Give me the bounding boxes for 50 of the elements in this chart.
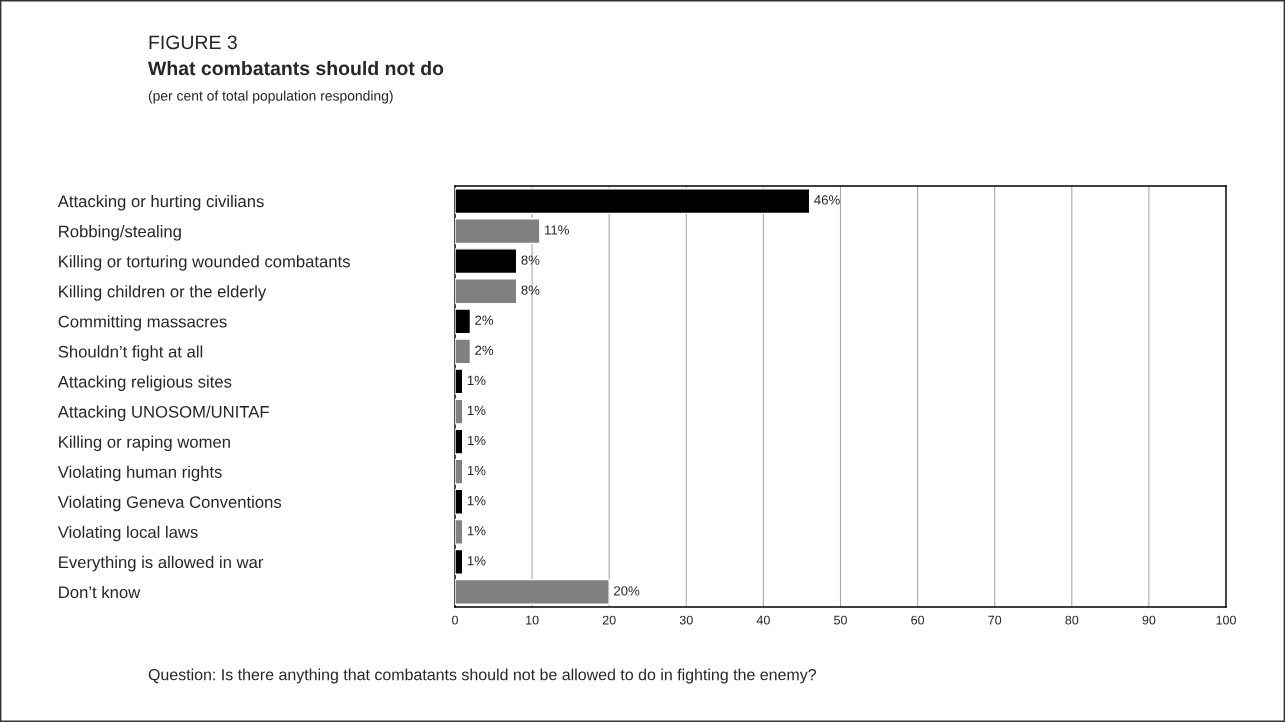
data-label: 1% — [467, 435, 486, 446]
data-label: 1% — [467, 465, 486, 476]
y-tick-label: Violating Geneva Conventions — [57, 495, 282, 512]
bar — [455, 338, 472, 365]
text: What combatants should not do — [148, 60, 444, 76]
y-tick-label: Killing children or the elderly — [59, 285, 267, 301]
data-label: 2% — [475, 315, 494, 325]
x-tick-label: 90 — [1142, 615, 1156, 625]
y-tick-label: Attacking religious sites — [57, 375, 232, 391]
data-label: 2% — [475, 345, 494, 355]
data-label: 1% — [467, 375, 486, 385]
x-tick-label: 100 — [1216, 615, 1236, 625]
data-label: 1% — [467, 526, 486, 536]
x-tick-label: 20 — [602, 615, 616, 625]
bar — [455, 398, 464, 425]
data-label: 1% — [467, 496, 486, 506]
bar — [455, 218, 541, 245]
y-tick-label: Violating human rights — [57, 465, 222, 482]
x-tick-label: 80 — [1065, 615, 1079, 625]
data-label: 46% — [814, 195, 840, 205]
y-tick-label: Violating local laws — [57, 525, 198, 542]
x-tick-label: 50 — [834, 615, 847, 625]
data-label: 20% — [614, 586, 640, 596]
data-label: 8% — [521, 255, 540, 265]
data-label: 8% — [521, 285, 540, 295]
y-tick-label: Killing or raping women — [59, 435, 230, 452]
x-tick-label: 0 — [452, 615, 458, 625]
x-tick-label: 70 — [988, 615, 1002, 625]
x-tick-label: 10 — [526, 615, 539, 625]
caption: FIGURE 3 — [149, 35, 237, 50]
bar — [455, 458, 464, 485]
x-tick-label: 40 — [756, 615, 770, 625]
data-label: 1% — [467, 405, 486, 416]
data-label: 1% — [467, 556, 486, 566]
y-tick-label: Committing massacres — [58, 315, 227, 331]
y-tick-label: Don’t know — [59, 585, 141, 599]
bar — [455, 578, 610, 605]
y-tick-label: Attacking UNOSOM/UNITAF — [57, 405, 269, 422]
x-tick-label: 60 — [911, 615, 925, 625]
y-tick-label: Attacking or hurting civilians — [57, 195, 264, 211]
text: Question: Is there anything that combatants should not be allowed to do in fighting the enemy? — [148, 668, 817, 684]
y-tick-label: Robbing/stealing — [59, 225, 181, 241]
y-tick-label: Shouldn’t fight at all — [58, 345, 203, 361]
y-tick-label: Killing or torturing wounded combatants — [59, 255, 350, 271]
bar — [455, 518, 464, 545]
bar — [455, 278, 518, 305]
y-tick-label: Everything is allowed in war — [59, 555, 264, 572]
data-label: 11% — [544, 225, 569, 235]
x-tick-label: 30 — [679, 615, 693, 625]
text: (per cent of total population responding) — [148, 90, 393, 104]
